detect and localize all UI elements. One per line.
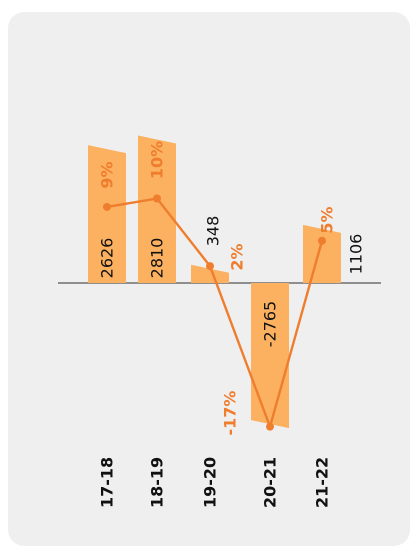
point-21-22 — [318, 236, 326, 245]
bar-19-20 — [191, 264, 229, 283]
percent-label-17-18: 9% — [98, 161, 117, 188]
tick-label-17-18: 17-18 — [98, 457, 117, 508]
bar-series — [88, 135, 341, 429]
tick-label-19-20: 19-20 — [201, 457, 220, 508]
percent-label-21-22: 5% — [318, 206, 337, 233]
point-17-18 — [103, 202, 111, 211]
tick-label-20-21: 20-21 — [261, 457, 280, 508]
tick-label-21-22: 21-22 — [313, 457, 332, 508]
value-label-21-22: 1106 — [347, 234, 366, 275]
value-label-18-19: 2810 — [148, 238, 167, 279]
value-label-19-20: 348 — [204, 216, 223, 247]
value-label-17-18: 2626 — [98, 238, 117, 279]
percent-change-points — [103, 194, 326, 431]
point-18-19 — [153, 194, 161, 203]
point-19-20 — [206, 262, 214, 271]
bar-17-18 — [88, 145, 126, 283]
category-tick-labels: 17-18 18-19 19-20 20-21 21-22 — [98, 457, 332, 508]
percent-label-18-19: 10% — [148, 141, 167, 179]
percent-label-19-20: 2% — [228, 243, 247, 270]
percent-label-20-21: -17% — [221, 391, 240, 436]
bar-21-22 — [303, 224, 341, 283]
value-label-20-21: -2765 — [261, 301, 280, 348]
data-labels: 2626 2810 348 -2765 1106 9% 10% 2% -17% 5% — [98, 141, 366, 436]
bar-18-19 — [138, 135, 176, 283]
point-20-21 — [266, 422, 274, 431]
tick-label-18-19: 18-19 — [148, 457, 167, 508]
